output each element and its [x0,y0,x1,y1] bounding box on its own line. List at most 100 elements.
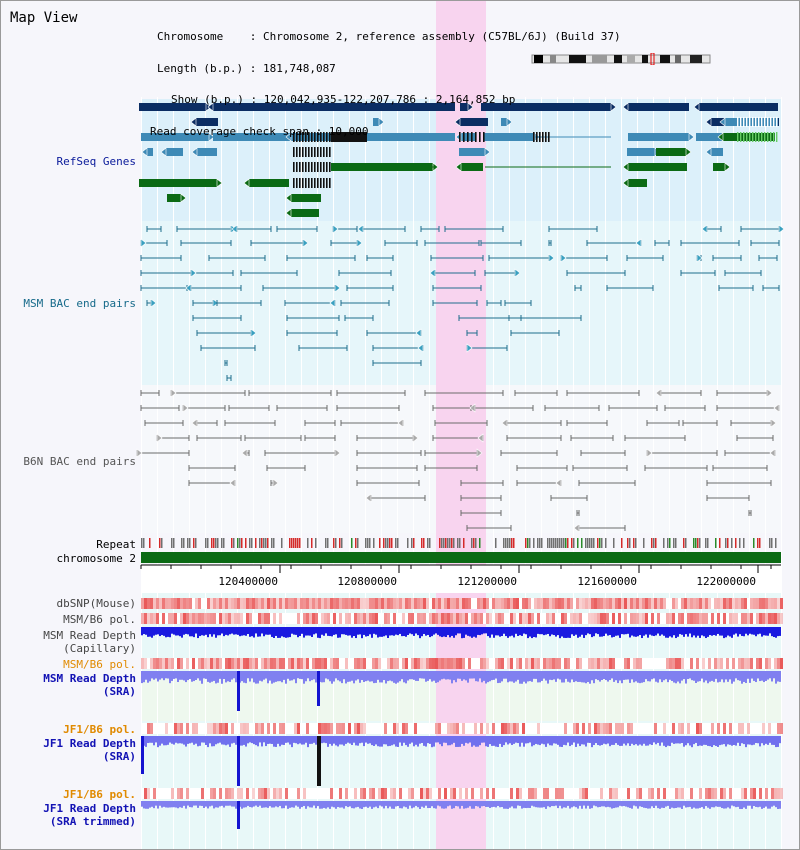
jf1-sra-depth-bar [363,736,365,747]
msm-cap-depth-bar [703,627,705,637]
jf1-sra-depth-bar [659,736,661,746]
msm-cap-depth-bar [667,627,669,638]
msm-sra-depth-bar [515,671,517,682]
dbsnp-track-cell [546,598,549,609]
dbsnp-track-cell [576,598,579,609]
msm-b6-pol2-track-cell [708,658,711,669]
msm-cap-depth-bar [463,627,465,638]
repeat-element [739,538,741,548]
jf1-b6-pol2-track-cell [354,788,357,799]
msm-b6-pol2-track-cell [345,658,348,669]
jf1-sra-depth-bar [353,736,355,743]
msm-b6-pol2-track-cell [717,658,720,669]
repeat-element [629,538,631,548]
jf1-b6-pol-track-cell [537,723,540,734]
refseq-exon [320,178,322,188]
jf1-sra-depth-bar [639,736,641,745]
msm-sra-depth-bar [731,671,733,684]
repeat-element [591,538,593,548]
repeat-element [541,538,543,548]
repeat-element [571,538,573,548]
jf1-b6-pol-track-cell [447,723,450,734]
dbsnp-track-cell [648,598,651,609]
msm-b6-pol-track-cell [732,613,735,624]
jf1-trim-depth-bar [755,801,757,807]
dbsnp-track-cell [372,598,375,609]
msm-sra-depth-bar [711,671,713,681]
dbsnp-track-cell [501,598,504,609]
jf1-b6-pol-track-cell [306,723,309,734]
msm-cap-depth-bar [147,627,149,637]
msm-bac-end [696,253,703,263]
jf1-trim-depth-bar [671,801,673,808]
msm-bac-end [466,343,473,353]
msm-sra-depth-bar [597,671,599,681]
msm-sra-depth-bar [301,671,303,680]
msm-cap-depth-bar [583,627,585,638]
msm-cap-depth-bar [767,627,769,636]
refseq-exon [293,162,295,172]
msm-sra-depth-bar [641,671,643,683]
jf1-trim-depth-bar [593,801,595,806]
jf1-sra-depth-bar [205,736,207,745]
msm-b6-pol2-track-cell [198,658,201,669]
jf1-trim-depth-bar [733,801,735,807]
ruler-tick-label: 121600000 [577,575,637,588]
msm-b6-pol2-track-cell [372,658,375,669]
msm-cap-depth-bar [153,627,155,636]
jf1-b6-pol2-track-cell [723,788,726,799]
jf1-b6-pol-track-cell [165,723,168,734]
msm-cap-depth-bar [141,627,143,636]
msm-b6-pol2-track-cell [525,658,528,669]
jf1-b6-pol-track-cell [621,723,624,734]
refseq-gene-arrow [180,193,187,203]
msm-b6-pol2-track-cell [336,658,339,669]
msm-sra-depth-bar [517,671,519,680]
dbsnp-track-cell [750,598,753,609]
refseq-gene [460,103,468,111]
msm-sra-depth-bar [429,671,431,680]
msm-b6-pol-track-cell [771,613,774,624]
repeat-element [757,538,759,548]
msm-cap-depth-bar [605,627,607,634]
jf1-b6-pol2-track-cell [210,788,213,799]
msm-cap-depth-bar [233,627,235,635]
msm-cap-depth-bar [379,627,381,637]
msm-sra-depth-bar [261,671,263,682]
jf1-sra-depth-bar [713,736,715,746]
jf1-sra-depth-bar [653,736,655,743]
jf1-b6-pol2-track-cell [561,788,564,799]
msm-sra-depth-bar [483,671,485,681]
chromosome-ideogram[interactable] [530,53,714,65]
jf1-sra-depth-bar [623,736,625,744]
msm-sra-depth-bar [659,671,661,680]
msm-sra-depth-bar [417,671,419,681]
dbsnp-track-cell [390,598,393,609]
repeat-element [249,538,251,548]
msm-sra-depth-bar [231,671,233,680]
refseq-exon [296,147,298,157]
jf1-b6-pol-track-cell [678,723,681,734]
track-label-msm-b6-pol-2: MSM/B6 pol. [63,658,136,671]
msm-sra-depth-bar [313,671,315,680]
jf1-trim-depth-bar [557,801,559,809]
dbsnp-track-cell [270,598,273,609]
b6n-bac-end [229,478,236,488]
jf1-trim-depth-bar [761,801,763,809]
repeat-element [367,538,369,548]
dbsnp-track-cell [681,598,684,609]
repeat-element [289,538,291,548]
repeat-element [601,538,603,548]
dbsnp-track-cell [378,598,381,609]
jf1-trim-depth-bar [519,801,521,806]
msm-b6-pol2-track-cell [276,658,279,669]
jf1-b6-pol2-track-cell [558,788,561,799]
jf1-sra-depth-bar [663,736,665,746]
b6n-bac-end [555,478,562,488]
jf1-sra-depth-bar [501,736,503,747]
jf1-b6-pol2-track-cell [258,788,261,799]
jf1-trim-depth-bar [743,801,745,808]
dbsnp-track-cell [360,598,363,609]
jf1-sra-depth-bar [743,736,745,745]
